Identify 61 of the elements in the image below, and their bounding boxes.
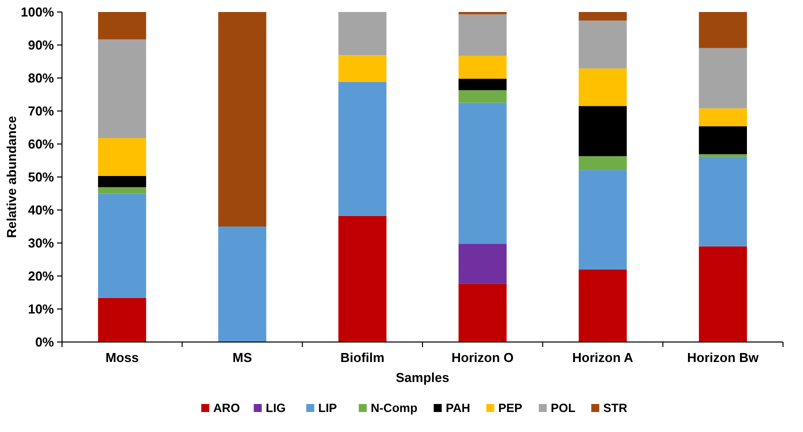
x-tick-label: Biofilm — [340, 350, 384, 365]
bar — [698, 156, 747, 246]
bar — [98, 176, 146, 188]
y-tick-label: 0% — [35, 334, 54, 350]
x-tick-label: Moss — [105, 350, 139, 365]
y-tick-label: 80% — [28, 70, 54, 86]
legend-label: POL — [550, 401, 576, 415]
bar — [578, 68, 627, 106]
bar — [578, 12, 627, 21]
legend-label: N-Comp — [370, 401, 418, 415]
bar — [698, 246, 747, 342]
y-axis-title: Relative abundance — [4, 116, 19, 238]
bar — [338, 12, 386, 56]
y-tick-label: 60% — [28, 136, 54, 152]
bar — [458, 78, 507, 90]
bar — [578, 20, 627, 68]
bar — [338, 55, 386, 82]
legend-label: LIP — [318, 401, 337, 415]
x-tick-label: Horizon Bw — [687, 350, 760, 365]
bar — [458, 284, 507, 342]
bar — [98, 39, 146, 138]
bar — [698, 126, 747, 154]
bar — [98, 298, 146, 342]
bar — [458, 90, 507, 103]
bar — [458, 56, 507, 79]
bar — [698, 48, 747, 108]
bar — [98, 187, 146, 194]
legend-label: PEP — [498, 401, 522, 415]
legend-label: ARO — [213, 401, 240, 415]
bar — [578, 170, 627, 270]
bar — [338, 216, 386, 342]
x-tick-label: Horizon A — [572, 350, 634, 365]
legend-label: PAH — [446, 401, 470, 415]
legend-label: STR — [603, 401, 628, 415]
bar — [98, 194, 146, 298]
bar — [698, 108, 747, 126]
y-tick-label: 20% — [28, 268, 54, 284]
bar — [98, 138, 146, 176]
x-tick-label: Horizon O — [452, 350, 514, 365]
x-tick-label: MS — [232, 350, 252, 365]
bar — [98, 12, 146, 40]
y-tick-label: 10% — [28, 302, 54, 317]
y-tick-label: 30% — [28, 236, 54, 251]
legend-label: LIG — [266, 401, 286, 415]
bar — [578, 106, 627, 156]
y-tick-label: 70% — [28, 104, 54, 119]
bar — [338, 82, 386, 216]
bar — [218, 12, 266, 226]
bar — [458, 102, 507, 244]
y-tick-label: 90% — [28, 38, 54, 53]
bar — [698, 154, 747, 157]
y-tick-label: 100% — [20, 4, 54, 20]
bar — [218, 226, 266, 342]
bar — [578, 156, 627, 170]
bar — [458, 14, 507, 56]
bar — [458, 244, 507, 284]
y-tick-label: 50% — [28, 170, 54, 185]
y-tick-label: 40% — [28, 202, 54, 218]
bar — [578, 269, 627, 342]
x-axis-title: Samples — [396, 370, 450, 385]
bar — [698, 12, 747, 48]
